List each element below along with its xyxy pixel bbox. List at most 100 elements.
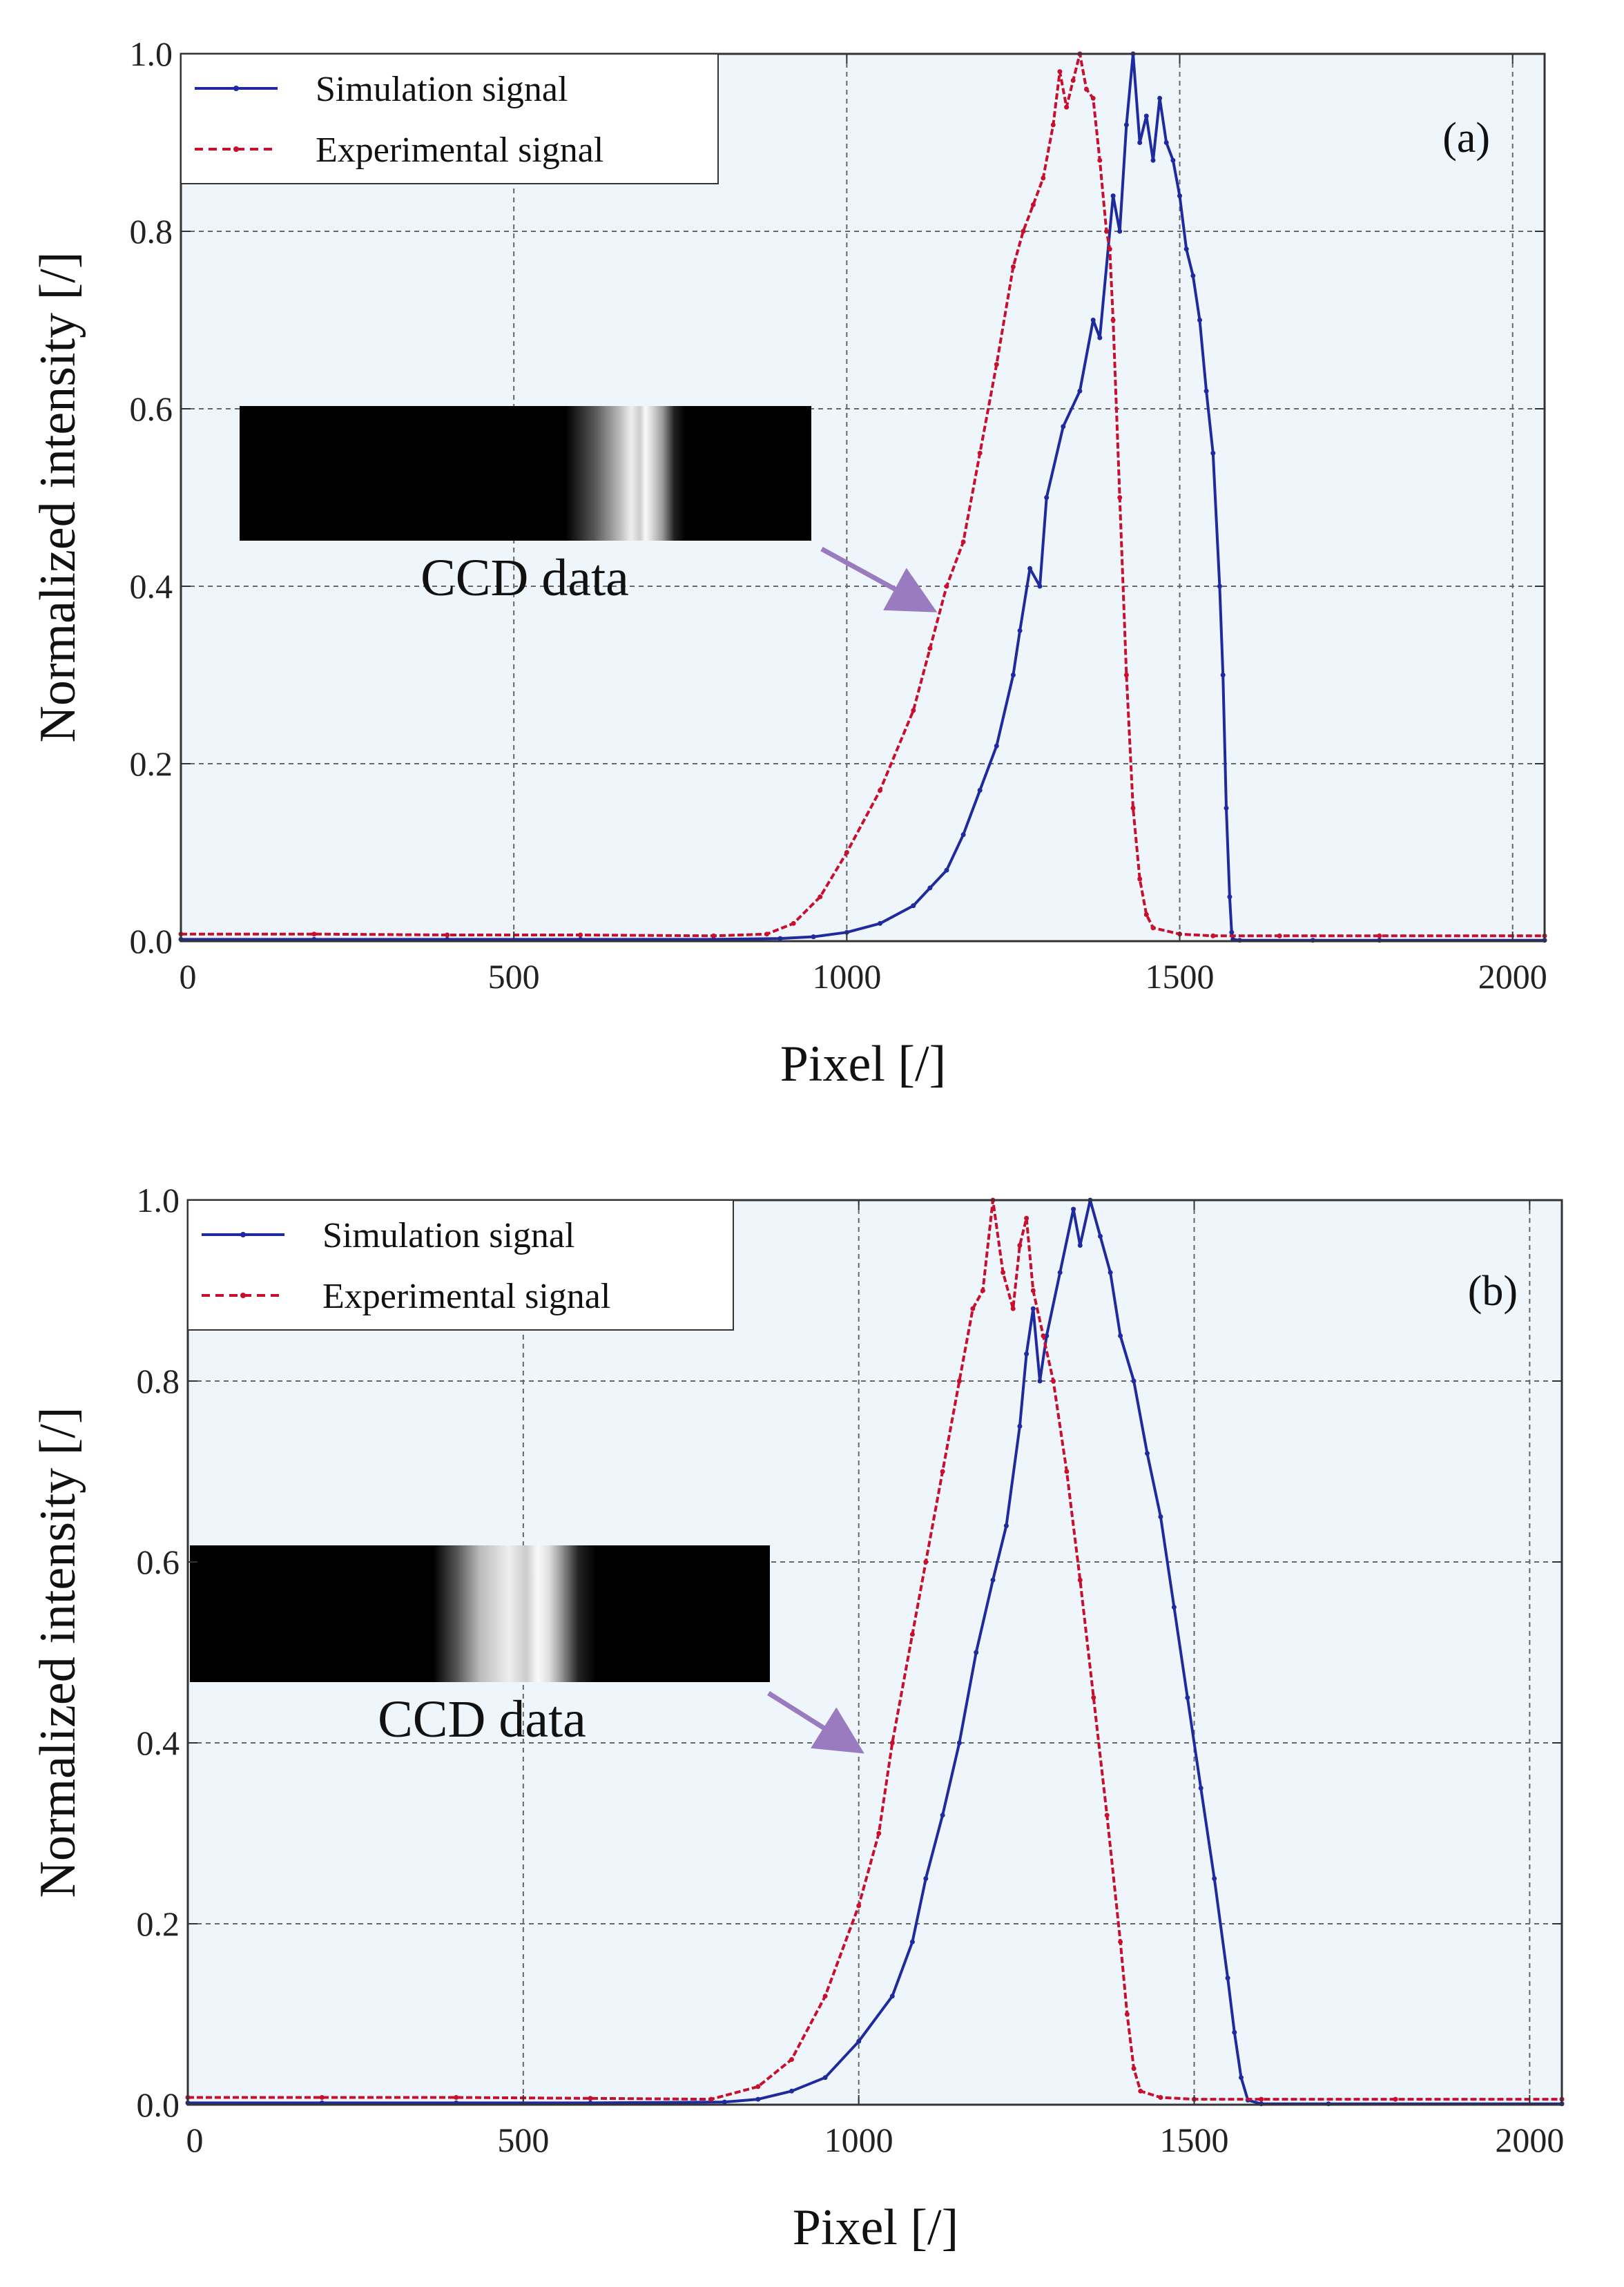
data-point <box>876 1831 882 1836</box>
data-point <box>789 2057 794 2062</box>
data-point <box>1017 1243 1023 1248</box>
x-tick-label: 2000 <box>1495 2121 1564 2159</box>
data-point <box>1037 1378 1043 1384</box>
y-tick-label: 1.0 <box>130 35 173 73</box>
data-point <box>1041 1333 1046 1338</box>
data-point <box>1118 1333 1123 1338</box>
data-point <box>1064 104 1070 110</box>
data-point <box>1131 2066 1137 2072</box>
data-point <box>1145 1451 1150 1456</box>
data-point <box>1057 1270 1063 1275</box>
data-point <box>1097 335 1103 340</box>
data-point <box>1091 1695 1096 1700</box>
data-point <box>755 2084 761 2090</box>
data-point <box>1077 1577 1083 1583</box>
data-point <box>844 850 849 855</box>
legend-label: Simulation signal <box>322 1216 574 1255</box>
x-tick-label: 1500 <box>1146 957 1215 996</box>
data-point <box>1030 202 1036 207</box>
data-point <box>974 1650 979 1655</box>
data-point <box>1212 1876 1217 1881</box>
y-axis-label: Normalized intensity [/] <box>30 1407 86 1898</box>
x-tick-label: 500 <box>488 957 540 996</box>
data-point <box>1070 78 1076 83</box>
data-point <box>1220 673 1226 677</box>
data-point <box>960 539 966 545</box>
y-tick-label: 0.8 <box>130 212 173 251</box>
data-point <box>1210 450 1216 456</box>
legend-marker <box>240 1293 246 1298</box>
y-tick-label: 0.2 <box>137 1904 180 1943</box>
legend: Simulation signal Experimental signal <box>180 53 719 184</box>
data-point <box>1030 1306 1036 1311</box>
data-point <box>1277 933 1282 938</box>
data-point <box>1044 495 1050 500</box>
x-tick-label: 1000 <box>812 957 881 996</box>
data-point <box>1227 894 1232 900</box>
data-point <box>578 932 583 938</box>
data-point <box>1077 388 1083 394</box>
data-point <box>1224 805 1229 811</box>
data-point <box>722 2099 727 2105</box>
data-point <box>1171 1605 1177 1610</box>
ccd-data-inset: CCD data <box>240 406 938 612</box>
legend-box <box>180 53 719 184</box>
data-point <box>1158 2095 1163 2100</box>
data-point <box>1104 1813 1110 1818</box>
data-point <box>1138 2088 1143 2094</box>
data-point <box>1158 1514 1163 1519</box>
data-point <box>977 788 983 793</box>
data-point <box>1225 1976 1230 1981</box>
legend-label: Experimental signal <box>322 1277 610 1316</box>
data-point <box>994 743 999 749</box>
data-point <box>1077 1243 1083 1248</box>
ccd-arrow <box>820 546 938 612</box>
series-points <box>178 51 1547 938</box>
y-tick-label: 0.0 <box>137 2085 180 2124</box>
data-point <box>927 646 933 651</box>
axis-ticks: 0 500 1000 1500 2000 0.0 0.2 0.4 0.6 0.8 1.0 <box>137 1181 1565 2159</box>
data-point <box>1057 69 1063 75</box>
data-point <box>708 2096 714 2102</box>
data-point <box>1185 1695 1190 1700</box>
data-point <box>1098 1233 1103 1239</box>
data-point <box>956 1740 962 1746</box>
data-point <box>1027 566 1033 571</box>
x-tick-label: 0 <box>180 957 197 996</box>
data-point <box>944 583 949 589</box>
series-simulation-line <box>181 52 1545 942</box>
x-axis-label: Pixel [/] <box>780 1036 946 1092</box>
data-point <box>909 1632 915 1637</box>
data-point <box>777 936 783 941</box>
y-tick-label: 0.4 <box>130 567 173 606</box>
data-point <box>1024 1351 1030 1357</box>
x-axis-label: Pixel [/] <box>793 2199 958 2256</box>
data-point <box>980 1288 985 1293</box>
data-point <box>1044 1333 1050 1338</box>
data-point <box>822 2075 828 2081</box>
data-point <box>1137 876 1143 882</box>
y-tick-label: 0.8 <box>137 1362 180 1400</box>
ccd-label: CCD data <box>420 549 629 607</box>
series-experimental-line <box>188 1199 1562 2101</box>
data-point <box>1003 1523 1009 1529</box>
y-tick-label: 0.6 <box>137 1543 180 1581</box>
y-tick-label: 0.0 <box>130 922 173 961</box>
data-point <box>1118 1939 1123 1945</box>
data-point <box>1217 583 1222 589</box>
data-point <box>1017 628 1023 633</box>
data-point <box>1190 273 1196 278</box>
legend-box <box>187 1199 734 1331</box>
ccd-label: CCD data <box>378 1690 586 1748</box>
data-point <box>911 708 916 713</box>
data-point <box>1123 673 1129 677</box>
data-point <box>940 1469 945 1474</box>
x-tick-label: 1500 <box>1160 2121 1229 2159</box>
data-point <box>811 934 816 940</box>
data-point <box>1170 157 1176 163</box>
data-point <box>789 2088 794 2094</box>
data-point <box>1024 1215 1030 1221</box>
data-point <box>1177 193 1182 199</box>
data-point <box>940 1813 945 1818</box>
data-point <box>956 1378 962 1384</box>
